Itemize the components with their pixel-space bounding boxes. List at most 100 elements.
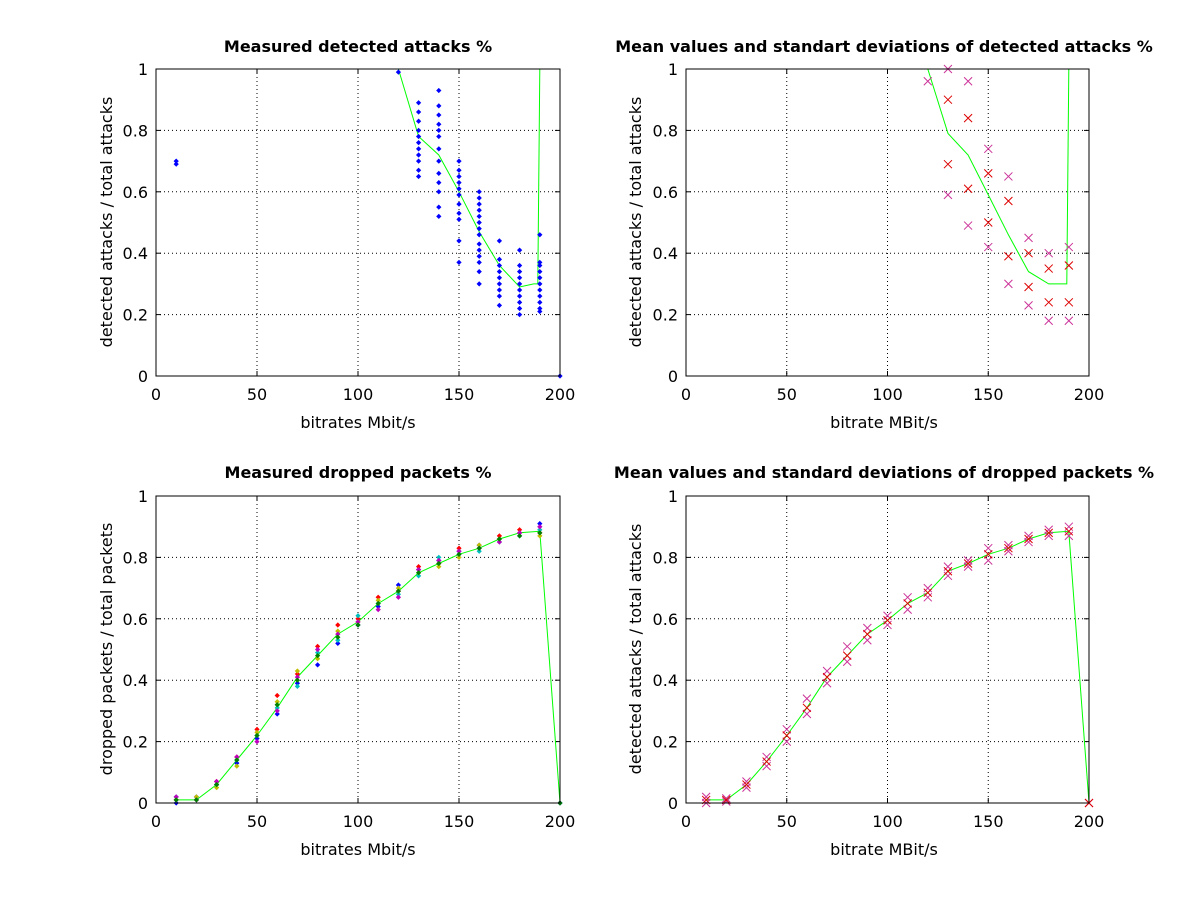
data-point [254,738,260,745]
axis-ticks: 0 50 100 150 200 0 0.2 0.4 0.6 0.8 1 [653,487,1105,831]
data-point [335,622,341,628]
data-point-x [1004,172,1013,181]
data-point [456,158,462,164]
data-point [476,189,482,195]
x-tick-label: 100 [872,812,903,831]
data-point [476,241,482,247]
data-point [436,158,442,164]
data-point [274,708,280,714]
y-tick-label: 0.8 [123,121,148,140]
data-point-x [1004,546,1013,556]
data-point-x [963,562,973,571]
data-point [537,287,543,293]
y-tick-label: 0.4 [653,244,678,263]
data-point [436,127,442,134]
data-point-x [983,549,993,559]
x-axis-label: bitrate MBit/s [830,413,938,432]
data-point [415,118,422,124]
mean-line [927,68,1070,285]
data-point [496,539,503,545]
data-point-x [963,76,973,86]
data-point [456,173,462,180]
data-point [436,189,442,195]
x-tick-label: 150 [973,385,1004,404]
data-point [537,533,543,539]
y-tick-label: 1 [138,60,148,79]
data-point-x [1024,282,1033,292]
data-point [537,259,543,266]
y-tick-label: 0 [668,367,678,386]
data-point-x [762,761,771,771]
data-point [516,281,523,287]
data-point-x [862,623,872,633]
mean-line [397,68,541,288]
data-point [476,268,482,275]
data-point-x [983,218,993,227]
data-point-x [822,666,832,676]
data-point-x [983,144,993,154]
data-point [456,167,462,173]
subplot-title: Measured dropped packets % [225,463,492,482]
data-point-x [1044,264,1054,273]
x-tick-label: 150 [444,385,475,404]
data-point [294,668,301,674]
data-point-x [963,113,973,123]
data-point [496,275,503,281]
data-layer [173,521,563,806]
data-point-x [721,794,731,803]
data-point-x [1044,525,1054,535]
data-point [274,702,280,708]
data-point [537,305,543,312]
data-point [516,275,523,281]
data-point-x [742,777,751,786]
data-point [436,204,442,210]
data-point [537,293,543,299]
data-point [476,253,482,259]
y-axis-label: detected attacks / total attacks [97,97,116,348]
y-tick-label: 0.2 [123,733,148,752]
x-tick-label: 200 [545,385,576,404]
data-point [173,161,179,167]
data-point [496,302,503,309]
data-point-x [943,562,953,571]
x-tick-label: 0 [681,385,691,404]
data-point [476,281,482,287]
data-point-x [862,635,872,645]
data-point [274,692,280,699]
data-point [213,781,220,788]
data-point-x [943,566,953,576]
data-point [294,677,301,683]
data-point [415,140,422,146]
data-point [537,281,543,287]
data-point-x [1024,534,1033,544]
data-point [456,179,462,186]
data-point-x [983,242,993,252]
data-point [436,112,442,118]
axes-frame [155,495,561,804]
y-tick-label: 0.6 [653,183,678,202]
x-tick-label: 100 [343,812,374,831]
data-point [314,656,321,662]
data-point [516,293,523,299]
data-point-x [923,76,933,86]
data-point [415,173,422,180]
data-point [496,256,503,262]
data-point [314,646,321,653]
data-point [415,133,422,140]
data-point-x [1004,251,1013,261]
data-point [415,570,422,576]
data-point [516,287,523,293]
data-point [476,226,482,232]
data-point [436,146,442,152]
data-point [274,711,280,717]
x-tick-label: 0 [151,812,161,831]
y-tick-label: 0.4 [123,244,148,263]
data-point [516,262,523,269]
y-tick-label: 0.2 [123,306,148,325]
data-point-x [1044,297,1054,307]
data-point [476,247,482,253]
data-point [537,308,543,315]
y-tick-label: 0.8 [123,548,148,567]
data-point [496,281,503,287]
data-point [537,262,543,269]
